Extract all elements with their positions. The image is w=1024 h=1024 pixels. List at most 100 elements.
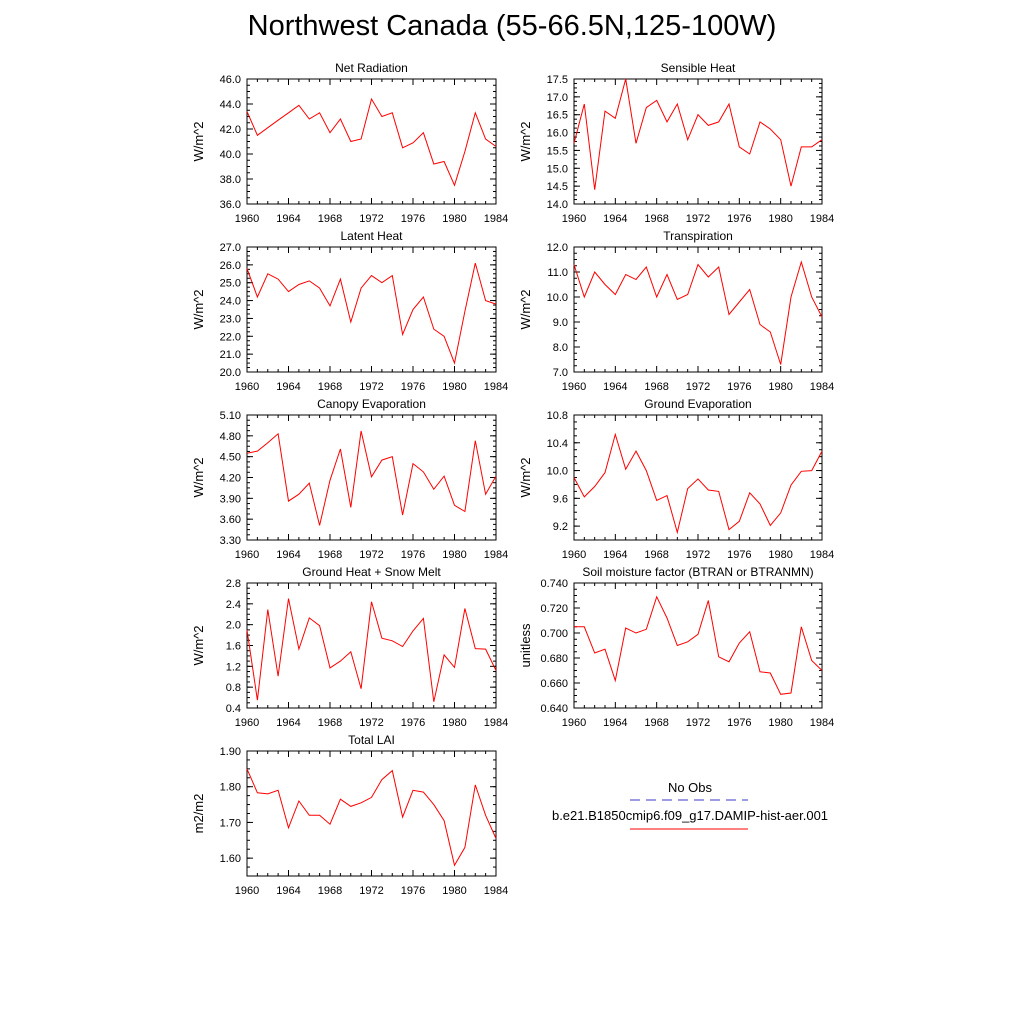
panel-title: Ground Evaporation [644, 397, 751, 411]
series-line [246, 768, 497, 867]
legend-obs-label: No Obs [668, 780, 713, 795]
chart-panel-4: Transpiration 1960 1964 1968 1972 1976 1980 198… [518, 229, 834, 393]
y-tick-label: 4.50 [220, 452, 241, 464]
y-tick-label: 16.0 [547, 128, 568, 140]
x-tick-label: 1980 [442, 885, 466, 897]
x-tick-label: 1964 [603, 717, 627, 729]
y-tick-label: 3.30 [220, 535, 241, 547]
y-axis-label: W/m^2 [191, 289, 206, 329]
panel-title: Sensible Heat [661, 61, 736, 75]
x-tick-label: 1980 [442, 549, 466, 561]
x-tick-label: 1964 [276, 885, 300, 897]
y-tick-label: 23.0 [220, 313, 241, 325]
y-tick-label: 15.0 [547, 163, 568, 175]
y-tick-label: 4.20 [220, 473, 241, 485]
y-tick-label: 14.5 [547, 181, 568, 193]
x-tick-label: 1984 [484, 213, 508, 225]
x-tick-label: 1972 [686, 213, 710, 225]
y-tick-label: 25.0 [220, 278, 241, 290]
x-tick-label: 1984 [484, 549, 508, 561]
x-tick-label: 1960 [562, 213, 586, 225]
y-tick-label: 10.0 [547, 466, 568, 478]
x-tick-label: 1964 [603, 213, 627, 225]
y-tick-label: 16.5 [547, 110, 568, 122]
x-tick-label: 1976 [401, 717, 425, 729]
chart-panel-2: Sensible Heat 1960 1964 1968 1972 1976 1980 198… [518, 61, 834, 225]
x-tick-label: 1964 [276, 381, 300, 393]
x-tick-label: 1964 [276, 213, 300, 225]
x-tick-label: 1976 [727, 381, 751, 393]
series-line [246, 598, 497, 702]
x-tick-label: 1960 [562, 549, 586, 561]
series-line [573, 432, 823, 535]
x-tick-label: 1964 [603, 381, 627, 393]
page-title: Northwest Canada (55-66.5N,125-100W) [247, 10, 777, 42]
y-tick-label: 1.80 [220, 782, 241, 794]
y-axis-label: W/m^2 [191, 625, 206, 665]
y-tick-label: 44.0 [220, 99, 241, 111]
y-tick-label: 20.0 [220, 367, 241, 379]
y-tick-label: 2.8 [226, 578, 241, 590]
x-tick-label: 1968 [318, 549, 342, 561]
x-tick-label: 1976 [727, 717, 751, 729]
x-tick-label: 1976 [727, 549, 751, 561]
y-tick-label: 15.5 [547, 145, 568, 157]
y-tick-label: 17.5 [547, 74, 568, 86]
x-tick-label: 1980 [768, 549, 792, 561]
x-tick-label: 1984 [484, 717, 508, 729]
x-tick-label: 1964 [276, 717, 300, 729]
y-tick-label: 0.660 [540, 678, 568, 690]
y-tick-label: 26.0 [220, 260, 241, 272]
y-tick-label: 17.0 [547, 92, 568, 104]
y-tick-label: 0.700 [540, 628, 568, 640]
x-tick-label: 1980 [768, 381, 792, 393]
panel-title: Net Radiation [335, 61, 408, 75]
x-tick-label: 1960 [562, 381, 586, 393]
x-tick-label: 1972 [359, 549, 383, 561]
x-tick-label: 1960 [235, 885, 259, 897]
series-line [573, 78, 823, 190]
x-tick-label: 1968 [644, 213, 668, 225]
y-tick-label: 46.0 [220, 74, 241, 86]
y-axis-label: W/m^2 [191, 457, 206, 497]
x-tick-label: 1968 [318, 717, 342, 729]
x-tick-label: 1984 [810, 213, 834, 225]
x-tick-label: 1964 [276, 549, 300, 561]
y-axis-label: W/m^2 [191, 121, 206, 161]
x-tick-label: 1960 [235, 381, 259, 393]
chart-panel-1: Net Radiation 1960 1964 1968 1972 1976 1980 198… [191, 61, 508, 225]
y-tick-label: 21.0 [220, 349, 241, 361]
x-tick-label: 1972 [686, 549, 710, 561]
y-tick-label: 5.10 [220, 410, 241, 422]
y-tick-label: 3.60 [220, 514, 241, 526]
chart-panel-9: Total LAI 1960 1964 1968 1972 1976 1980 1984 1.6… [191, 733, 508, 897]
x-tick-label: 1980 [442, 381, 466, 393]
y-tick-label: 9.6 [553, 493, 568, 505]
y-tick-label: 0.680 [540, 653, 568, 665]
y-tick-label: 2.0 [226, 620, 241, 632]
y-tick-label: 9.0 [553, 317, 568, 329]
y-tick-label: 1.70 [220, 817, 241, 829]
series-line [574, 595, 823, 695]
plot-frame [573, 414, 823, 541]
x-tick-label: 1976 [401, 213, 425, 225]
x-tick-label: 1968 [318, 885, 342, 897]
y-tick-label: 1.2 [226, 661, 241, 673]
panel-title: Soil moisture factor (BTRAN or BTRANMN) [582, 565, 813, 579]
y-tick-label: 4.80 [220, 431, 241, 443]
legend-model-label: b.e21.B1850cmip6.f09_g17.DAMIP-hist-aer.… [552, 808, 828, 823]
y-tick-label: 10.8 [547, 410, 568, 422]
panel-title: Latent Heat [340, 229, 403, 243]
x-tick-label: 1968 [644, 381, 668, 393]
x-tick-label: 1984 [484, 885, 508, 897]
x-tick-label: 1976 [401, 885, 425, 897]
chart-panel-7: Ground Heat + Snow Melt 1960 1964 1968 1972 1… [191, 565, 508, 729]
y-tick-label: 24.0 [220, 296, 241, 308]
chart-panel-8: Soil moisture factor (BTRAN or BTRANMN) 1… [518, 565, 834, 729]
x-tick-label: 1972 [686, 381, 710, 393]
y-axis-label: unitless [518, 623, 533, 668]
y-tick-label: 0.740 [540, 578, 568, 590]
legend: No Obs b.e21.B1850cmip6.f09_g17.DAMIP-his… [552, 780, 828, 830]
y-tick-label: 27.0 [220, 242, 241, 254]
